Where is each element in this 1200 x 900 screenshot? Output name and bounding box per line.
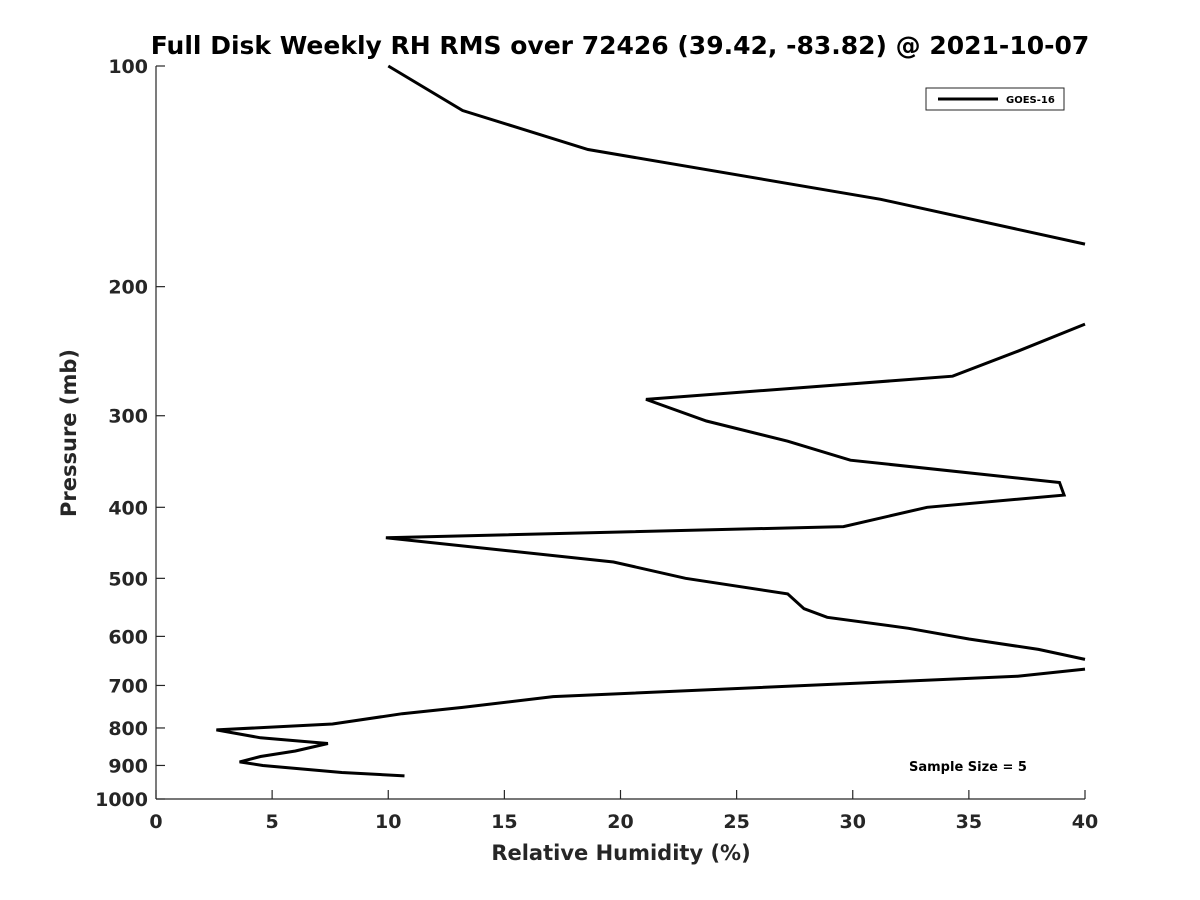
legend-label: GOES-16 bbox=[1006, 95, 1055, 106]
chart-title: Full Disk Weekly RH RMS over 72426 (39.4… bbox=[151, 31, 1090, 60]
x-tick-label: 15 bbox=[491, 811, 517, 833]
x-tick-label: 25 bbox=[723, 811, 749, 833]
x-axis-label: Relative Humidity (%) bbox=[491, 841, 750, 865]
y-tick-label: 200 bbox=[108, 277, 148, 299]
legend: GOES-16 bbox=[925, 87, 1065, 111]
plot-axes: 0 5 10 15 20 25 30 35 40 100 200 300 400 500 600 700 800… bbox=[95, 56, 1098, 833]
y-tick-label: 700 bbox=[108, 675, 148, 697]
y-tick-label: 300 bbox=[108, 406, 148, 428]
series-layer bbox=[216, 64, 1086, 778]
x-tick-label: 20 bbox=[607, 811, 633, 833]
y-tick-label: 1000 bbox=[95, 789, 148, 811]
y-tick-label: 900 bbox=[108, 755, 148, 777]
x-tick-label: 10 bbox=[375, 811, 401, 833]
y-tick-label: 500 bbox=[108, 568, 148, 590]
y-tick-label: 800 bbox=[108, 718, 148, 740]
series-line-goes-16 bbox=[216, 64, 1086, 778]
y-tick-label: 600 bbox=[108, 626, 148, 648]
x-tick-label: 30 bbox=[840, 811, 866, 833]
x-tick-label: 0 bbox=[149, 811, 162, 833]
y-tick-label: 400 bbox=[108, 497, 148, 519]
x-tick-label: 5 bbox=[266, 811, 279, 833]
x-tick-label: 35 bbox=[956, 811, 982, 833]
y-axis-label: Pressure (mb) bbox=[57, 349, 81, 517]
sample-size-annotation: Sample Size = 5 bbox=[909, 760, 1027, 775]
x-tick-label: 40 bbox=[1072, 811, 1098, 833]
y-tick-label: 100 bbox=[108, 56, 148, 78]
